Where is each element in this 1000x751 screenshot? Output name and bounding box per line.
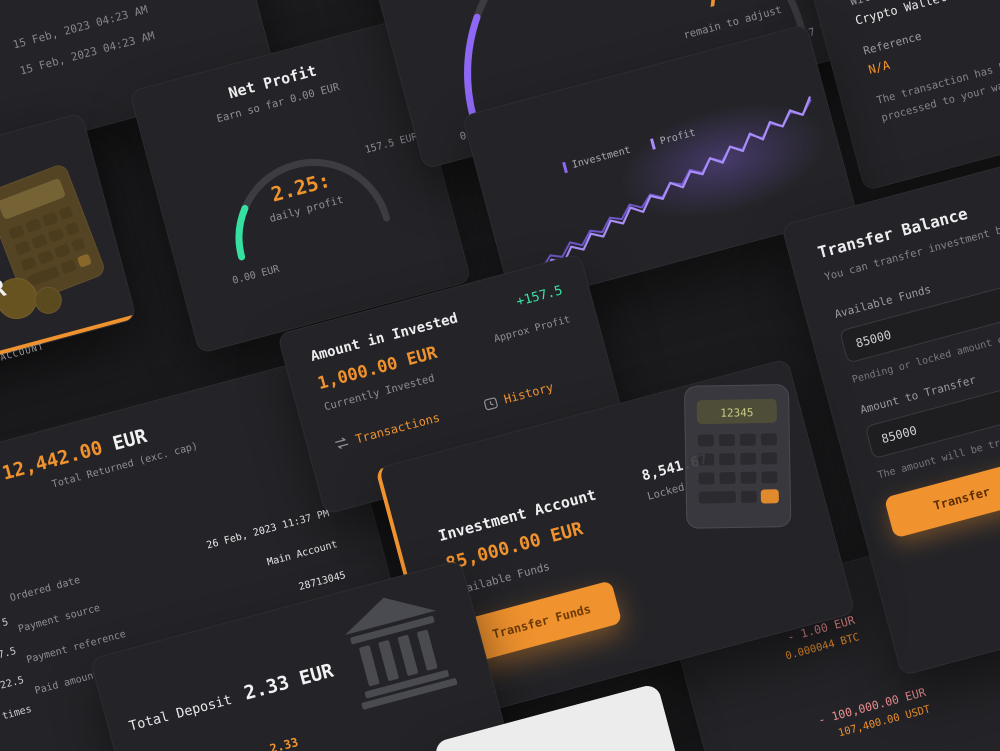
legend-marker-profit <box>650 138 657 150</box>
amount-invested-card: Amount in Invested +157.5 1,000.00 EUR A… <box>276 253 629 515</box>
profit-chart-card: Investment Profit <box>461 23 858 307</box>
transactions-icon <box>335 437 349 449</box>
total-returned-currency: EUR <box>99 424 150 459</box>
history-link[interactable]: History <box>482 380 555 412</box>
calculator-illustration: 12345 <box>684 384 792 529</box>
history-link-label: History <box>502 379 555 407</box>
deposit-value: 2.33 EUR <box>241 659 336 705</box>
adjust-gauge-progress <box>464 0 806 121</box>
transactions-link[interactable]: Transactions <box>333 410 442 452</box>
total-deposit-card: Total Deposit 2.33 EUR 2.33 <box>89 559 539 751</box>
net-profit-card: Net Profit Earn so far 0.00 EUR 2.25: da… <box>128 18 472 355</box>
chart-line-profit <box>521 96 811 285</box>
net-profit-gauge-progress <box>235 158 391 261</box>
investment-account-card: Investment Account 85,000.00 EUR Availab… <box>374 358 856 724</box>
transactions-link-label: Transactions <box>353 410 442 447</box>
adjust-gauge <box>464 0 806 121</box>
eur-panel-card: EUR <box>0 112 138 401</box>
approx-profit-value: +157.5 <box>514 283 565 310</box>
deposit-title: Total Deposit <box>127 691 234 735</box>
history-icon <box>483 397 498 410</box>
calculator-coins-illustration <box>0 165 104 319</box>
net-profit-gauge <box>235 158 391 261</box>
transaction-row[interactable]: - 100,000.00 EUR 107,400.00 USDT <box>759 685 932 751</box>
side-value: 7 / 7 times <box>0 703 33 732</box>
calculator-display: 12345 <box>720 406 753 420</box>
transfer-funds-button[interactable]: Transfer Funds <box>461 580 623 663</box>
profit-line-chart <box>520 96 826 285</box>
adjust-gauge-card: 7 remain to adjust 0 Time 7 Times <box>326 0 871 170</box>
deposit-sub-value: 2.33 <box>268 735 300 751</box>
bank-icon <box>345 597 458 710</box>
